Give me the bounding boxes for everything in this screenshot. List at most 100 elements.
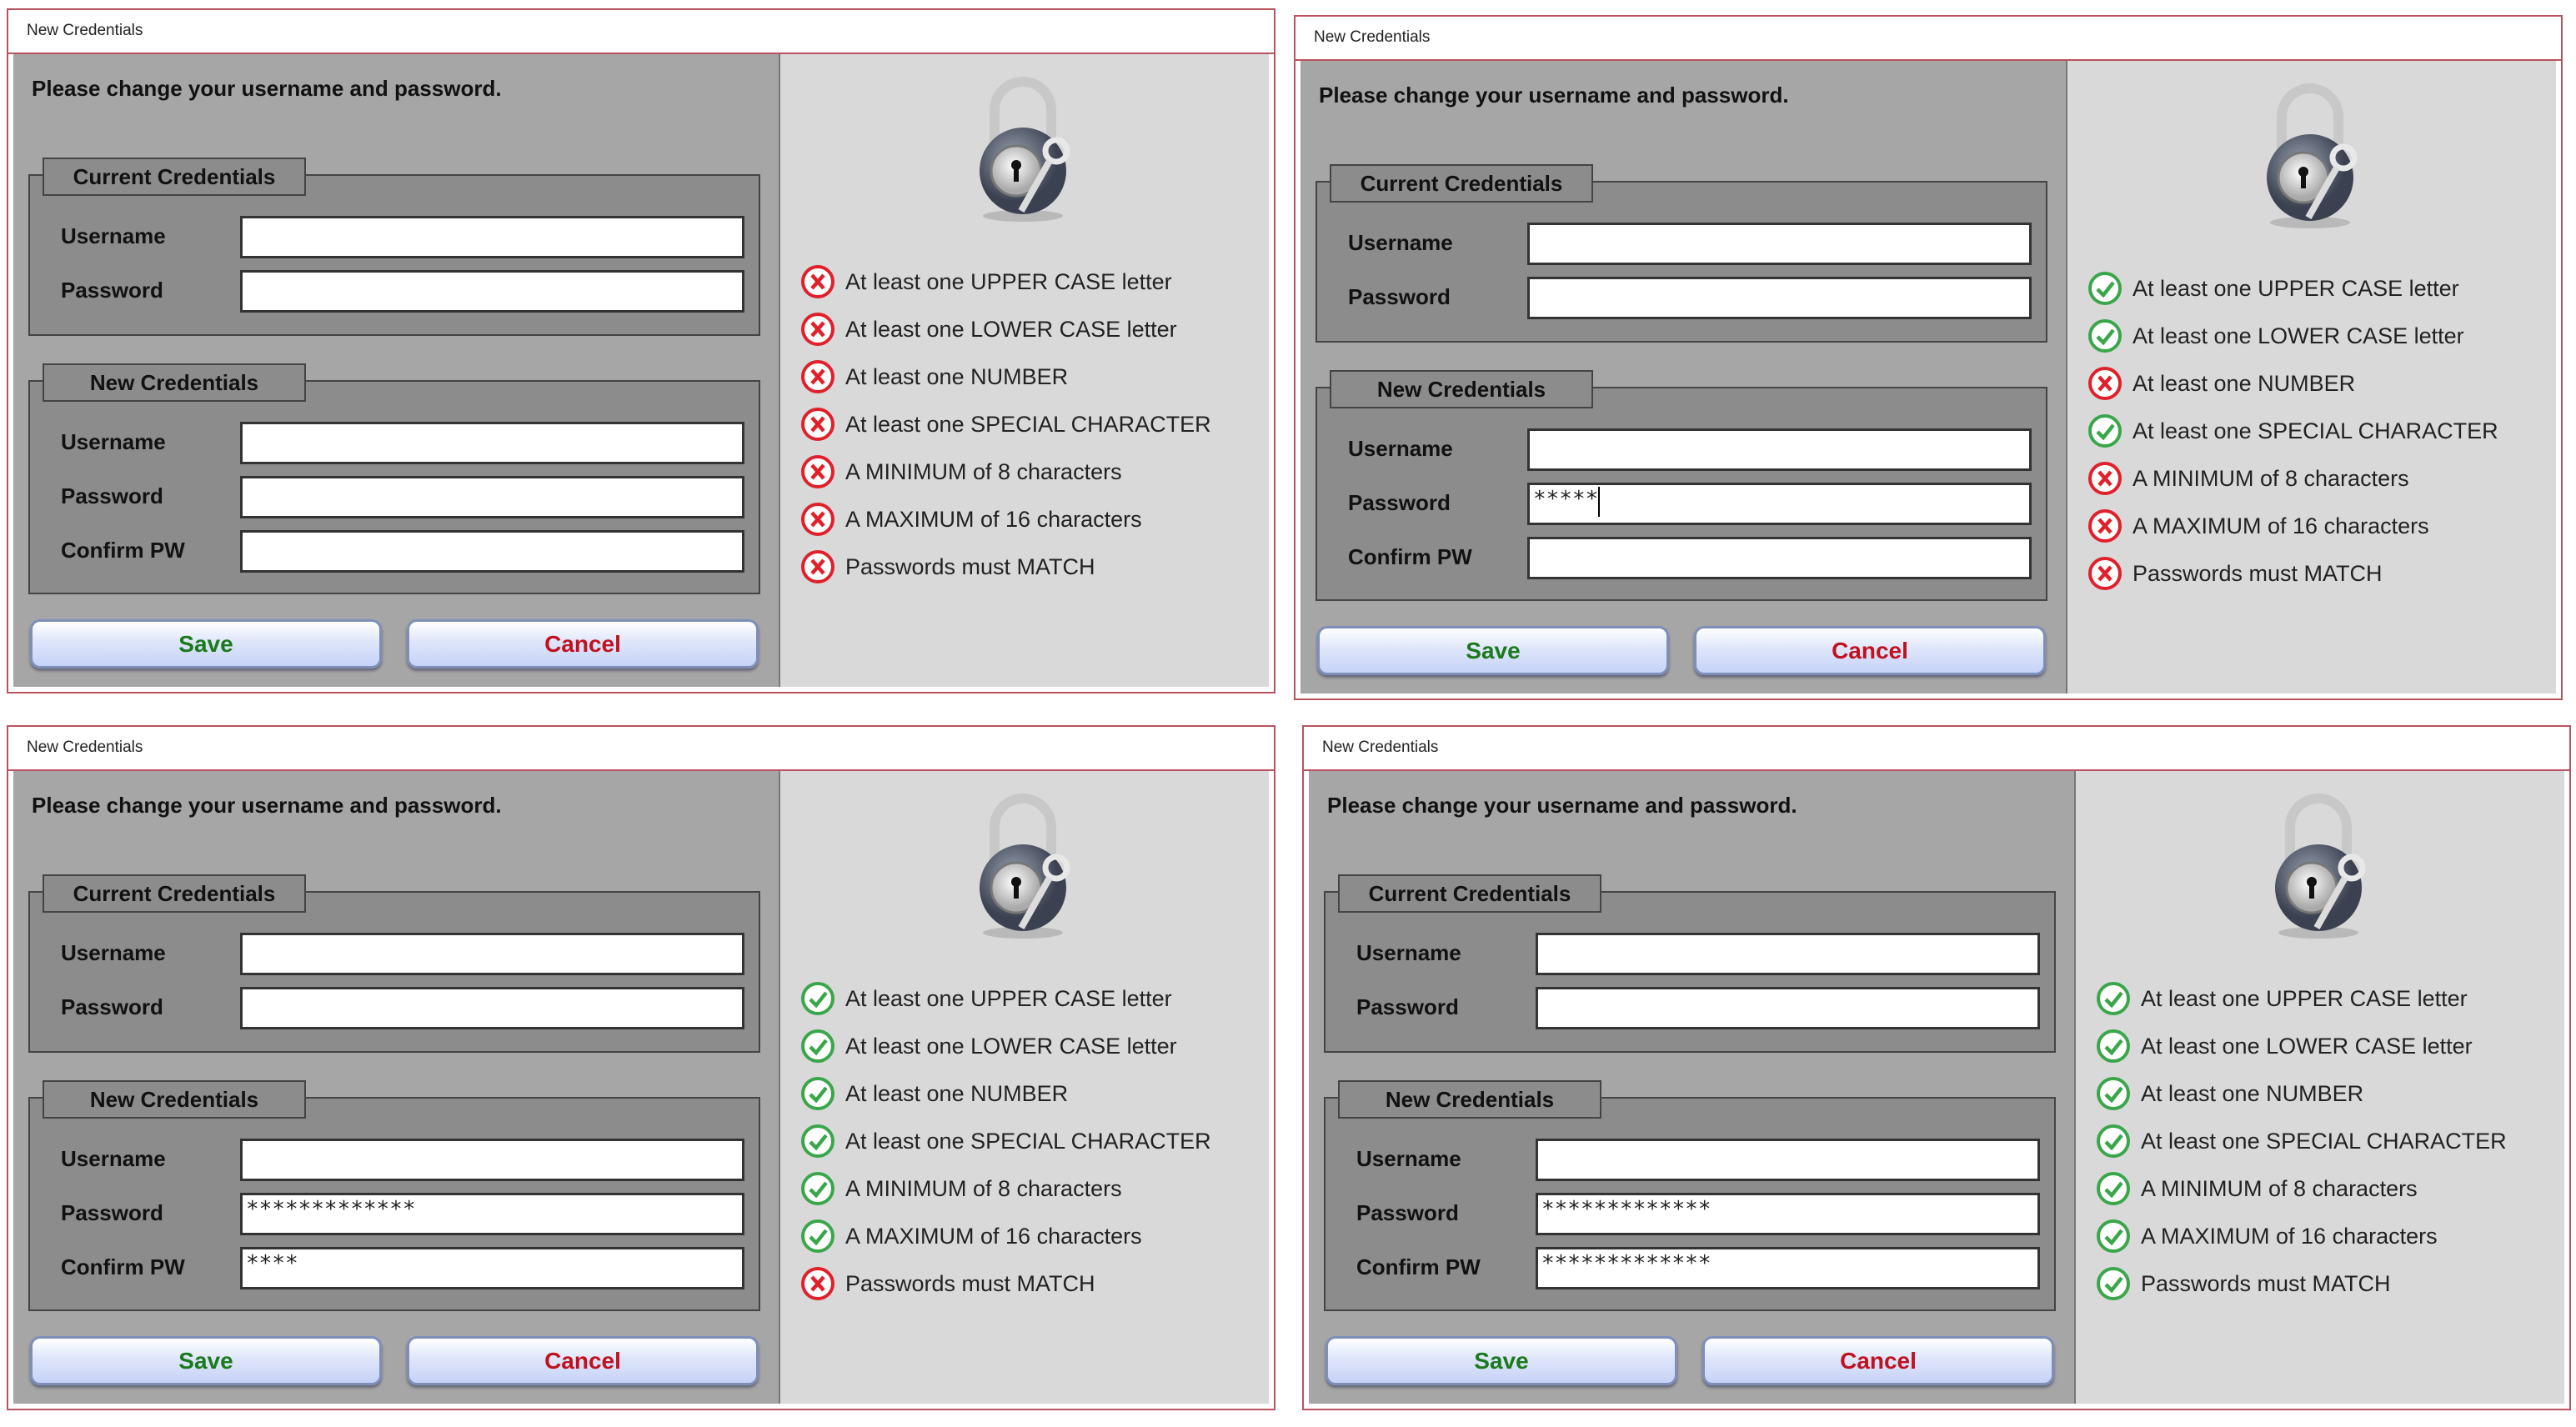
new-username-label: Username (1356, 1146, 1461, 1171)
x-circle-icon (2087, 556, 2122, 591)
requirement-text: At least one SPECIAL CHARACTER (2132, 418, 2498, 443)
save-button[interactable]: Save (1326, 1336, 1677, 1385)
cancel-button[interactable]: Cancel (1702, 1336, 2054, 1385)
new-username-label: Username (61, 1146, 166, 1171)
requirement-text: Passwords must MATCH (2132, 560, 2383, 586)
new-password-field[interactable]: ************* (240, 1193, 744, 1235)
current-password-field[interactable] (240, 270, 744, 313)
new-password-label: Password (61, 483, 163, 508)
requirement-text: At least one LOWER CASE letter (2132, 323, 2464, 348)
confirm-password-field[interactable] (1527, 537, 2032, 579)
new-password-label: Password (1348, 490, 1451, 515)
requirement-text: A MINIMUM of 8 characters (2141, 1175, 2418, 1201)
x-circle-icon (2087, 461, 2122, 496)
window-title: New Credentials (27, 22, 143, 39)
x-circle-icon (800, 359, 835, 394)
requirement-text: At least one NUMBER (845, 1080, 1069, 1106)
check-circle-icon (2096, 1124, 2131, 1159)
requirement-item: A MAXIMUM of 16 characters (800, 501, 1142, 538)
current-password-field[interactable] (240, 987, 744, 1029)
x-circle-icon (800, 502, 835, 537)
x-circle-icon (800, 264, 835, 299)
save-button[interactable]: Save (30, 619, 382, 668)
new-username-field[interactable] (1536, 1139, 2040, 1181)
new-password-field[interactable]: ***** (1527, 483, 2032, 525)
current-username-label: Username (1356, 940, 1461, 965)
requirement-item: At least one NUMBER (2096, 1075, 2363, 1112)
requirement-text: At least one NUMBER (2132, 370, 2356, 396)
cancel-button[interactable]: Cancel (407, 1336, 759, 1385)
current-username-field[interactable] (1536, 933, 2040, 975)
group-legend: New Credentials (1338, 1080, 1601, 1119)
new-credentials-group: New Credentials Username Password *********… (1324, 1080, 2056, 1311)
requirement-text: A MAXIMUM of 16 characters (845, 506, 1142, 532)
save-button[interactable]: Save (1317, 626, 1669, 675)
title-bar: New Credentials (1296, 17, 2561, 61)
confirm-password-label: Confirm PW (1348, 544, 1472, 569)
lock-key-icon (970, 789, 1080, 939)
confirm-password-field[interactable]: **** (240, 1247, 744, 1289)
requirement-item: A MAXIMUM of 16 characters (800, 1218, 1142, 1254)
requirement-text: At least one UPPER CASE letter (2141, 985, 2468, 1011)
instruction-heading: Please change your username and password… (1327, 793, 1797, 818)
new-password-field-value: ***** (1533, 487, 1599, 512)
confirm-password-field[interactable]: ************* (1536, 1247, 2040, 1289)
x-circle-icon (2087, 508, 2122, 543)
confirm-password-label: Confirm PW (61, 538, 185, 563)
requirement-item: At least one LOWER CASE letter (2096, 1028, 2473, 1064)
check-circle-icon (2087, 318, 2122, 353)
requirement-text: Passwords must MATCH (2141, 1270, 2391, 1296)
requirement-item: A MINIMUM of 8 characters (800, 1170, 1122, 1207)
lock-key-icon (2265, 789, 2376, 939)
save-button[interactable]: Save (30, 1336, 382, 1385)
cancel-button[interactable]: Cancel (1694, 626, 2046, 675)
requirement-item: At least one LOWER CASE letter (2087, 318, 2464, 354)
title-bar: New Credentials (8, 10, 1274, 54)
check-circle-icon (800, 981, 835, 1016)
confirm-password-label: Confirm PW (61, 1254, 185, 1279)
current-username-field[interactable] (240, 216, 744, 258)
current-password-label: Password (1348, 284, 1451, 309)
new-password-field[interactable]: ************* (1536, 1193, 2040, 1235)
requirement-text: A MAXIMUM of 16 characters (2132, 513, 2429, 538)
requirement-item: At least one LOWER CASE letter (800, 1028, 1177, 1064)
group-legend: New Credentials (43, 363, 306, 402)
credentials-window: New Credentials Please change your userna… (1302, 725, 2571, 1410)
text-caret (1598, 487, 1601, 517)
new-username-field[interactable] (1527, 428, 2032, 471)
new-username-field[interactable] (240, 422, 744, 464)
x-circle-icon (800, 549, 835, 584)
group-legend: New Credentials (1330, 370, 1593, 408)
current-username-field[interactable] (1527, 223, 2032, 265)
instruction-heading: Please change your username and password… (32, 76, 502, 101)
requirement-text: At least one SPECIAL CHARACTER (845, 1128, 1211, 1154)
check-circle-icon (800, 1076, 835, 1111)
cancel-button[interactable]: Cancel (407, 619, 759, 668)
current-password-field[interactable] (1527, 277, 2032, 319)
group-legend: Current Credentials (1330, 164, 1593, 203)
check-circle-icon (2087, 271, 2122, 306)
requirement-item: Passwords must MATCH (2087, 555, 2383, 592)
current-username-field[interactable] (240, 933, 744, 975)
new-username-field[interactable] (240, 1139, 744, 1181)
current-password-label: Password (61, 278, 163, 303)
new-username-label: Username (1348, 436, 1453, 461)
confirm-password-field[interactable] (240, 530, 744, 573)
check-circle-icon (2096, 1219, 2131, 1254)
requirement-item: At least one NUMBER (2087, 365, 2355, 402)
requirement-item: At least one LOWER CASE letter (800, 311, 1177, 348)
requirements-pane: At least one UPPER CASE letter At least o… (779, 54, 1269, 687)
check-circle-icon (2096, 1171, 2131, 1206)
new-username-label: Username (61, 429, 166, 454)
window-title: New Credentials (27, 739, 143, 756)
check-circle-icon (2096, 1029, 2131, 1064)
current-password-field[interactable] (1536, 987, 2040, 1029)
check-circle-icon (800, 1029, 835, 1064)
new-credentials-group: New Credentials Username Password ***** Conf… (1316, 370, 2047, 601)
confirm-password-field-value: ************* (1541, 1251, 1711, 1276)
check-circle-icon (800, 1124, 835, 1159)
x-circle-icon (800, 454, 835, 489)
new-password-field[interactable] (240, 476, 744, 518)
current-username-label: Username (1348, 230, 1453, 255)
new-password-label: Password (61, 1200, 163, 1225)
